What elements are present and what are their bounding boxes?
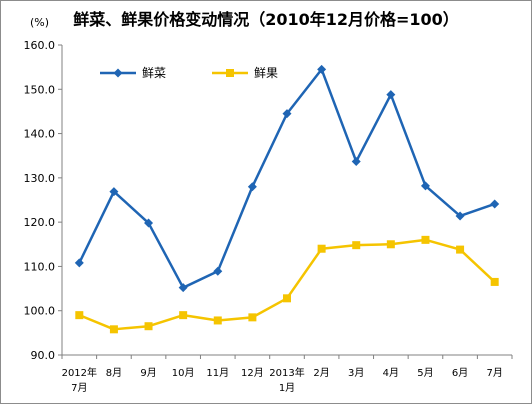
x-tick-label: 2013年 <box>269 366 304 379</box>
data-point-series-1 <box>317 64 327 74</box>
data-point-series-1 <box>144 218 154 228</box>
x-tick-label: 11月 <box>206 367 229 379</box>
data-point-series-1 <box>490 199 500 209</box>
x-tick-label: 3月 <box>348 367 364 379</box>
x-tick-label: 7月 <box>487 367 503 379</box>
legend-marker <box>113 68 123 78</box>
x-tick-label: 9月 <box>140 367 156 379</box>
data-point-series-1 <box>178 283 188 293</box>
y-tick-label: 160.0 <box>24 39 56 52</box>
data-point-series-2 <box>456 245 465 254</box>
data-point-series-2 <box>283 294 291 303</box>
y-tick-label: 130.0 <box>24 172 56 185</box>
legend-label: 鲜菜 <box>142 66 166 80</box>
x-tick-label: 10月 <box>172 367 195 379</box>
y-tick-label: 140.0 <box>24 128 56 141</box>
x-tick-label: 6月 <box>452 367 468 379</box>
data-point-series-2 <box>386 240 395 249</box>
data-point-series-1 <box>247 182 257 192</box>
data-point-series-1 <box>213 266 223 276</box>
y-tick-label: 100.0 <box>24 305 56 318</box>
chart-title: 鲜菜、鲜果价格变动情况（2010年12月价格=100） <box>73 10 459 29</box>
x-tick-label: 1月 <box>279 382 295 394</box>
y-tick-label: 150.0 <box>24 83 56 96</box>
data-point-series-2 <box>144 322 153 331</box>
x-tick-label: 2012年 <box>62 366 97 379</box>
data-point-series-2 <box>109 325 118 334</box>
data-point-series-2 <box>421 235 430 244</box>
y-axis-unit-label: (%) <box>30 16 50 29</box>
x-tick-label: 2月 <box>313 367 329 379</box>
data-point-series-2 <box>213 316 222 325</box>
x-tick-label: 4月 <box>383 367 399 379</box>
data-point-series-1 <box>109 187 119 197</box>
data-point-series-1 <box>455 211 465 221</box>
data-point-series-2 <box>179 311 188 320</box>
y-tick-label: 90.0 <box>31 349 56 362</box>
data-point-series-2 <box>248 313 257 322</box>
data-point-series-2 <box>490 277 499 286</box>
y-tick-label: 120.0 <box>24 216 56 229</box>
y-tick-label: 110.0 <box>24 260 56 273</box>
legend-marker <box>226 69 234 77</box>
data-point-series-1 <box>386 90 396 100</box>
data-point-series-2 <box>352 241 361 250</box>
x-tick-label: 5月 <box>417 367 433 379</box>
legend-label: 鲜果 <box>254 66 278 80</box>
x-tick-label: 12月 <box>241 367 264 379</box>
data-point-series-1 <box>282 109 292 119</box>
data-point-series-1 <box>74 258 84 268</box>
data-point-series-1 <box>351 156 361 166</box>
series-line-2 <box>78 238 496 331</box>
x-tick-label: 7月 <box>71 382 87 394</box>
data-point-series-2 <box>317 244 326 253</box>
data-point-series-2 <box>75 311 84 320</box>
x-tick-label: 8月 <box>106 367 122 379</box>
data-point-series-1 <box>420 181 430 191</box>
series-line-1 <box>78 68 496 289</box>
